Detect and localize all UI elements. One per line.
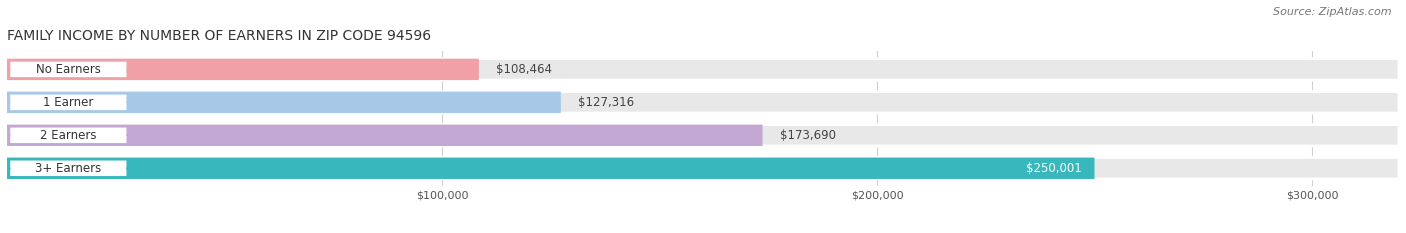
FancyBboxPatch shape <box>7 59 1399 80</box>
FancyBboxPatch shape <box>10 94 128 111</box>
Text: 3+ Earners: 3+ Earners <box>35 162 101 175</box>
FancyBboxPatch shape <box>7 59 479 80</box>
FancyBboxPatch shape <box>7 158 1094 179</box>
Text: $173,690: $173,690 <box>780 129 837 142</box>
Text: $250,001: $250,001 <box>1026 162 1081 175</box>
FancyBboxPatch shape <box>7 125 1399 146</box>
FancyBboxPatch shape <box>7 92 561 113</box>
Text: 2 Earners: 2 Earners <box>41 129 97 142</box>
FancyBboxPatch shape <box>10 61 128 78</box>
Text: Source: ZipAtlas.com: Source: ZipAtlas.com <box>1274 7 1392 17</box>
FancyBboxPatch shape <box>7 92 1399 113</box>
Text: FAMILY INCOME BY NUMBER OF EARNERS IN ZIP CODE 94596: FAMILY INCOME BY NUMBER OF EARNERS IN ZI… <box>7 29 432 43</box>
Text: 1 Earner: 1 Earner <box>44 96 94 109</box>
FancyBboxPatch shape <box>10 159 128 177</box>
FancyBboxPatch shape <box>10 127 128 144</box>
Text: No Earners: No Earners <box>37 63 101 76</box>
Text: $108,464: $108,464 <box>496 63 553 76</box>
FancyBboxPatch shape <box>7 158 1399 179</box>
FancyBboxPatch shape <box>7 125 762 146</box>
Text: $127,316: $127,316 <box>578 96 634 109</box>
